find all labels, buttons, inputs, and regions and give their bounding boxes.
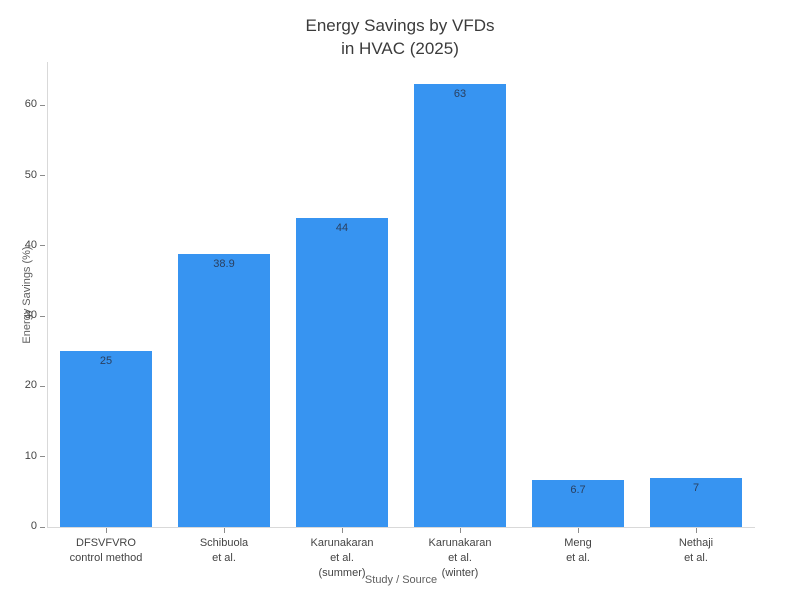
x-category-label-line: Meng bbox=[564, 537, 592, 549]
x-axis-line bbox=[47, 527, 755, 528]
y-tick-label: 50 bbox=[24, 168, 37, 181]
x-category-label: Schibuola et al. bbox=[200, 536, 248, 566]
x-tick-mark bbox=[460, 528, 461, 533]
x-category-label-line: (summer) bbox=[318, 567, 366, 579]
x-tick-mark bbox=[224, 528, 225, 533]
x-tick-mark bbox=[578, 528, 579, 533]
y-tick-label: 60 bbox=[24, 98, 37, 111]
x-category-label-line: et al. bbox=[684, 552, 708, 564]
bar-value-label: 44 bbox=[335, 222, 349, 234]
x-tick-mark bbox=[106, 528, 107, 533]
y-tick-mark bbox=[40, 175, 45, 177]
y-tick-mark bbox=[40, 456, 45, 458]
bar-value-label: 6.7 bbox=[570, 484, 586, 496]
bar bbox=[178, 254, 270, 527]
x-category-label-line: et al. bbox=[212, 552, 236, 564]
x-category-label-line: et al. bbox=[330, 552, 354, 564]
y-tick-mark bbox=[40, 385, 45, 387]
x-category-label-line: control method bbox=[69, 552, 143, 564]
x-category-label-line: Schibuola bbox=[199, 537, 249, 549]
plot-area bbox=[47, 62, 755, 528]
y-axis-title: Energy Savings (%) bbox=[21, 246, 33, 344]
x-category-label: Meng et al. bbox=[564, 536, 592, 566]
bar bbox=[532, 480, 624, 527]
bar-value-label: 63 bbox=[453, 88, 467, 100]
x-category-label-line: Nethaji bbox=[678, 537, 714, 549]
bar-value-label: 38.9 bbox=[213, 258, 235, 270]
x-axis-title: Study / Source bbox=[364, 574, 438, 586]
x-category-label-line: et al. bbox=[448, 552, 472, 564]
x-tick-mark bbox=[696, 528, 697, 533]
chart-title-line1: Energy Savings by VFDs bbox=[305, 16, 495, 35]
bar bbox=[414, 84, 506, 527]
y-tick-label: 40 bbox=[24, 238, 37, 251]
y-tick-mark bbox=[40, 315, 45, 317]
bar bbox=[296, 218, 388, 527]
y-tick-label: 20 bbox=[24, 379, 37, 392]
chart-title: Energy Savings by VFDs in HVAC (2025) bbox=[0, 14, 800, 60]
x-tick-mark bbox=[342, 528, 343, 533]
y-tick-mark bbox=[40, 104, 45, 106]
bar-value-label: 7 bbox=[692, 482, 700, 494]
y-tick-mark bbox=[40, 526, 45, 528]
x-category-label: Karunakaran et al. (summer) bbox=[311, 536, 374, 581]
y-axis-line bbox=[47, 62, 48, 527]
bar-value-label: 25 bbox=[99, 355, 113, 367]
x-category-label: Karunakaran et al. (winter) bbox=[429, 536, 492, 581]
x-category-label-line: (winter) bbox=[441, 567, 479, 579]
y-tick-label: 30 bbox=[24, 309, 37, 322]
y-tick-mark bbox=[40, 245, 45, 247]
bar bbox=[650, 478, 742, 527]
bar bbox=[60, 351, 152, 527]
y-tick-label: 10 bbox=[24, 449, 37, 462]
y-tick-label: 0 bbox=[30, 520, 37, 532]
chart-title-line2: in HVAC (2025) bbox=[341, 39, 459, 58]
x-category-label: Nethaji et al. bbox=[679, 536, 713, 566]
x-category-label-line: et al. bbox=[566, 552, 590, 564]
x-category-label-line: Karunakaran bbox=[428, 537, 492, 549]
x-category-label: DFSVFVRO control method bbox=[70, 536, 143, 566]
x-category-label-line: Karunakaran bbox=[310, 537, 374, 549]
x-category-label-line: DFSVFVRO bbox=[76, 537, 136, 549]
